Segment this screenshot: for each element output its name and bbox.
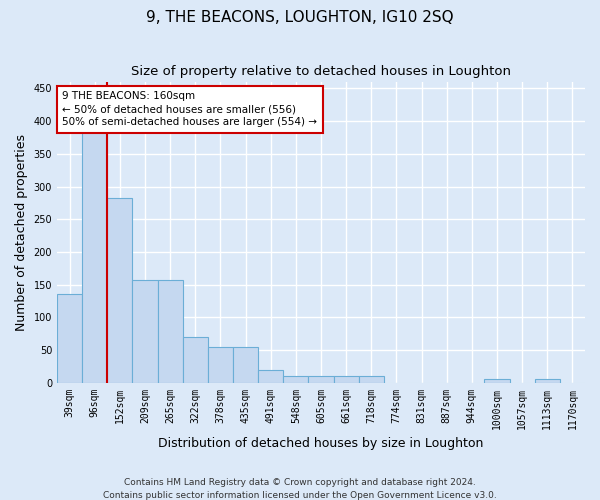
Bar: [133, 280, 158, 382]
Y-axis label: Number of detached properties: Number of detached properties: [15, 134, 28, 331]
Bar: [82, 128, 107, 382]
Title: Size of property relative to detached houses in Loughton: Size of property relative to detached ho…: [131, 65, 511, 78]
Bar: [359, 376, 384, 382]
Bar: [334, 376, 359, 382]
Bar: [283, 376, 308, 382]
Text: 9, THE BEACONS, LOUGHTON, IG10 2SQ: 9, THE BEACONS, LOUGHTON, IG10 2SQ: [146, 10, 454, 25]
Bar: [308, 376, 334, 382]
Bar: [484, 380, 509, 382]
Bar: [107, 198, 133, 382]
Text: 9 THE BEACONS: 160sqm
← 50% of detached houses are smaller (556)
50% of semi-det: 9 THE BEACONS: 160sqm ← 50% of detached …: [62, 91, 317, 128]
Bar: [57, 294, 82, 382]
Bar: [158, 280, 183, 382]
X-axis label: Distribution of detached houses by size in Loughton: Distribution of detached houses by size …: [158, 437, 484, 450]
Bar: [233, 346, 258, 382]
Text: Contains HM Land Registry data © Crown copyright and database right 2024.
Contai: Contains HM Land Registry data © Crown c…: [103, 478, 497, 500]
Bar: [258, 370, 283, 382]
Bar: [208, 346, 233, 382]
Bar: [183, 337, 208, 382]
Bar: [535, 380, 560, 382]
